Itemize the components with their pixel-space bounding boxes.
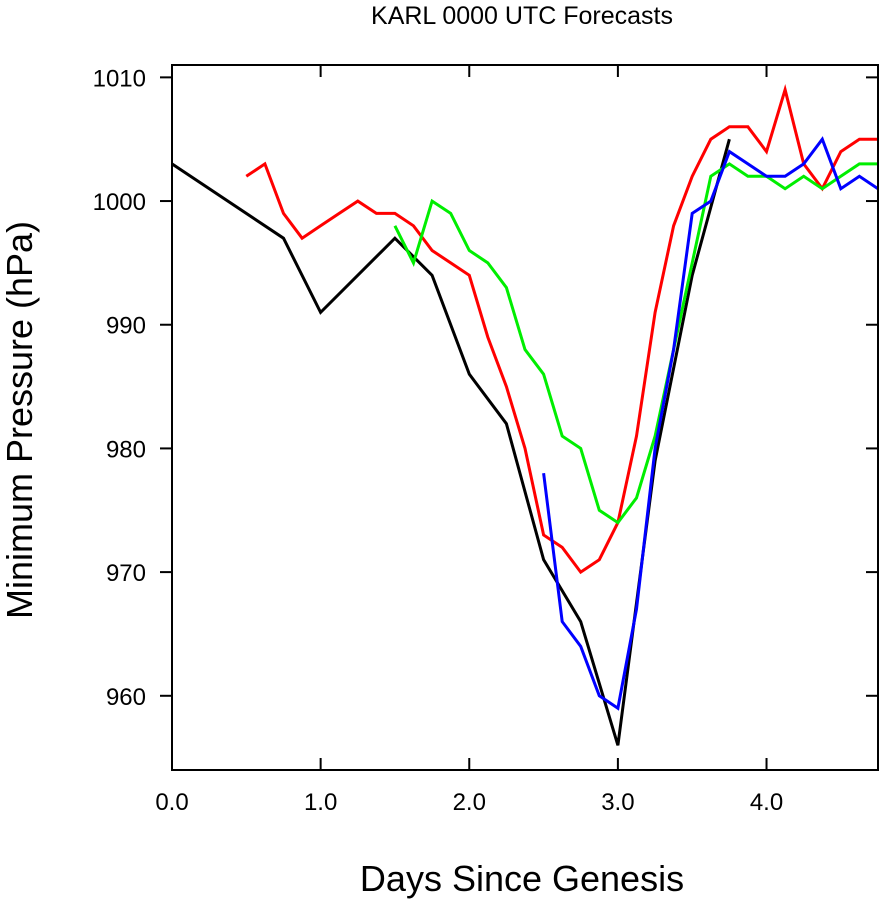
series-line-3 [542,136,879,711]
y-tick-label-1: 970 [106,560,146,587]
y-tick-label-4: 1000 [93,189,146,216]
plot-frame [171,64,879,771]
x-tick-label-2: 2.0 [453,789,486,816]
x-tick-label-4: 4.0 [750,789,783,816]
y-tick-label-2: 980 [106,436,146,463]
series-line-0 [171,138,731,746]
x-axis: 0.0 1.0 2.0 3.0 4.0 [155,65,783,816]
chart-title: KARL 0000 UTC Forecasts [371,2,673,30]
y-axis-label: Minimum Pressure (hPa) [0,221,40,619]
y-tick-label-5: 1010 [93,65,146,92]
y-tick-label-0: 960 [106,684,146,711]
x-tick-label-0: 0.0 [155,789,188,816]
series-line-1 [245,84,878,575]
series-line-2 [393,162,878,525]
x-axis-label: Days Since Genesis [360,858,684,899]
series-layer [171,84,879,746]
x-tick-label-1: 1.0 [304,789,337,816]
x-tick-label-3: 3.0 [601,789,634,816]
y-tick-label-3: 990 [106,313,146,340]
y-axis: 960 970 980 990 1000 1010 [93,65,878,711]
